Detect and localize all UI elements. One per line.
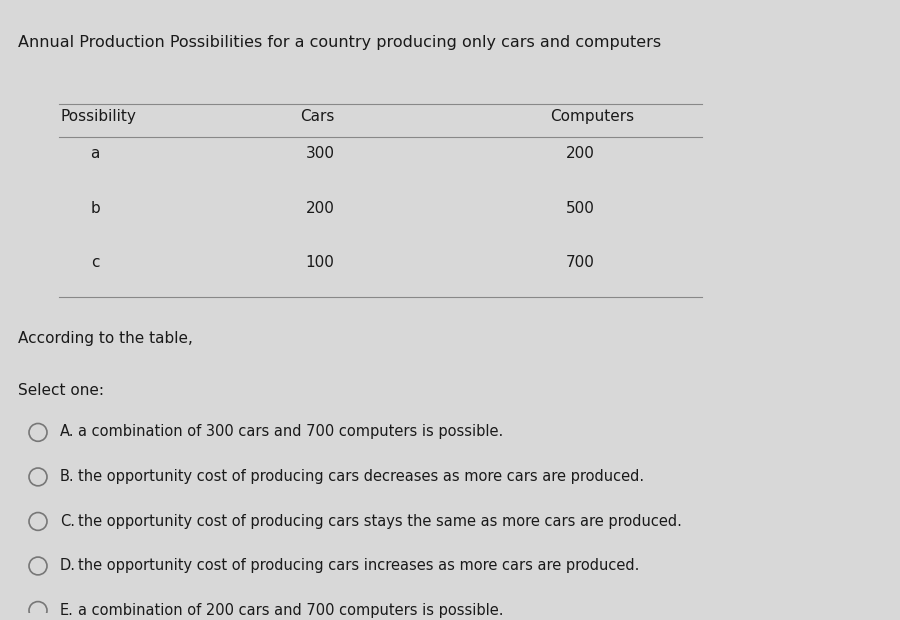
Text: 500: 500: [565, 201, 594, 216]
Text: According to the table,: According to the table,: [18, 332, 193, 347]
Text: a combination of 200 cars and 700 computers is possible.: a combination of 200 cars and 700 comput…: [78, 603, 503, 618]
Text: 700: 700: [565, 255, 594, 270]
Text: 100: 100: [306, 255, 335, 270]
Text: Select one:: Select one:: [18, 383, 104, 398]
Text: a combination of 300 cars and 700 computers is possible.: a combination of 300 cars and 700 comput…: [78, 425, 503, 440]
Text: 200: 200: [565, 146, 594, 161]
Text: Annual Production Possibilities for a country producing only cars and computers: Annual Production Possibilities for a co…: [18, 35, 662, 50]
Text: Computers: Computers: [550, 109, 634, 124]
Text: b: b: [90, 201, 100, 216]
Text: 300: 300: [305, 146, 335, 161]
Text: a: a: [90, 146, 100, 161]
Text: C.: C.: [60, 513, 75, 528]
Text: E.: E.: [60, 603, 74, 618]
Text: A.: A.: [60, 425, 75, 440]
Text: B.: B.: [60, 469, 75, 484]
Text: D.: D.: [60, 558, 76, 573]
Text: the opportunity cost of producing cars increases as more cars are produced.: the opportunity cost of producing cars i…: [78, 558, 639, 573]
Text: Cars: Cars: [300, 109, 335, 124]
Text: 200: 200: [306, 201, 335, 216]
Text: the opportunity cost of producing cars stays the same as more cars are produced.: the opportunity cost of producing cars s…: [78, 513, 682, 528]
Text: the opportunity cost of producing cars decreases as more cars are produced.: the opportunity cost of producing cars d…: [78, 469, 644, 484]
Text: c: c: [91, 255, 99, 270]
Text: Possibility: Possibility: [60, 109, 136, 124]
